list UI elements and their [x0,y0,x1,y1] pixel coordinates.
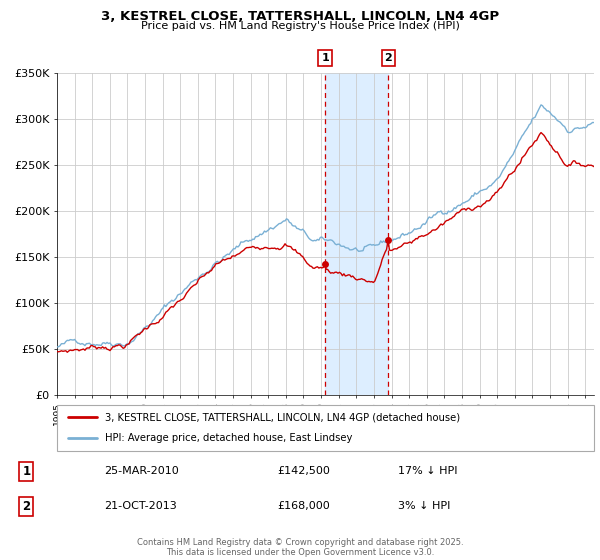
Text: 21-OCT-2013: 21-OCT-2013 [104,501,177,511]
Text: £142,500: £142,500 [277,466,330,476]
FancyBboxPatch shape [57,405,594,451]
Bar [325,73,388,395]
Text: 17% ↓ HPI: 17% ↓ HPI [398,466,457,476]
Text: 25-MAR-2010: 25-MAR-2010 [104,466,179,476]
Text: Contains HM Land Registry data © Crown copyright and database right 2025.
This d: Contains HM Land Registry data © Crown c… [137,538,463,557]
Text: 3% ↓ HPI: 3% ↓ HPI [398,501,450,511]
Text: 3, KESTREL CLOSE, TATTERSHALL, LINCOLN, LN4 4GP: 3, KESTREL CLOSE, TATTERSHALL, LINCOLN, … [101,10,499,23]
Text: £168,000: £168,000 [277,501,330,511]
Text: 3, KESTREL CLOSE, TATTERSHALL, LINCOLN, LN4 4GP (detached house): 3, KESTREL CLOSE, TATTERSHALL, LINCOLN, … [106,412,460,422]
Text: Price paid vs. HM Land Registry's House Price Index (HPI): Price paid vs. HM Land Registry's House … [140,21,460,31]
Text: 2: 2 [385,53,392,63]
Text: 2: 2 [22,500,31,512]
Text: HPI: Average price, detached house, East Lindsey: HPI: Average price, detached house, East… [106,433,353,444]
Text: 1: 1 [321,53,329,63]
Text: 1: 1 [22,465,31,478]
